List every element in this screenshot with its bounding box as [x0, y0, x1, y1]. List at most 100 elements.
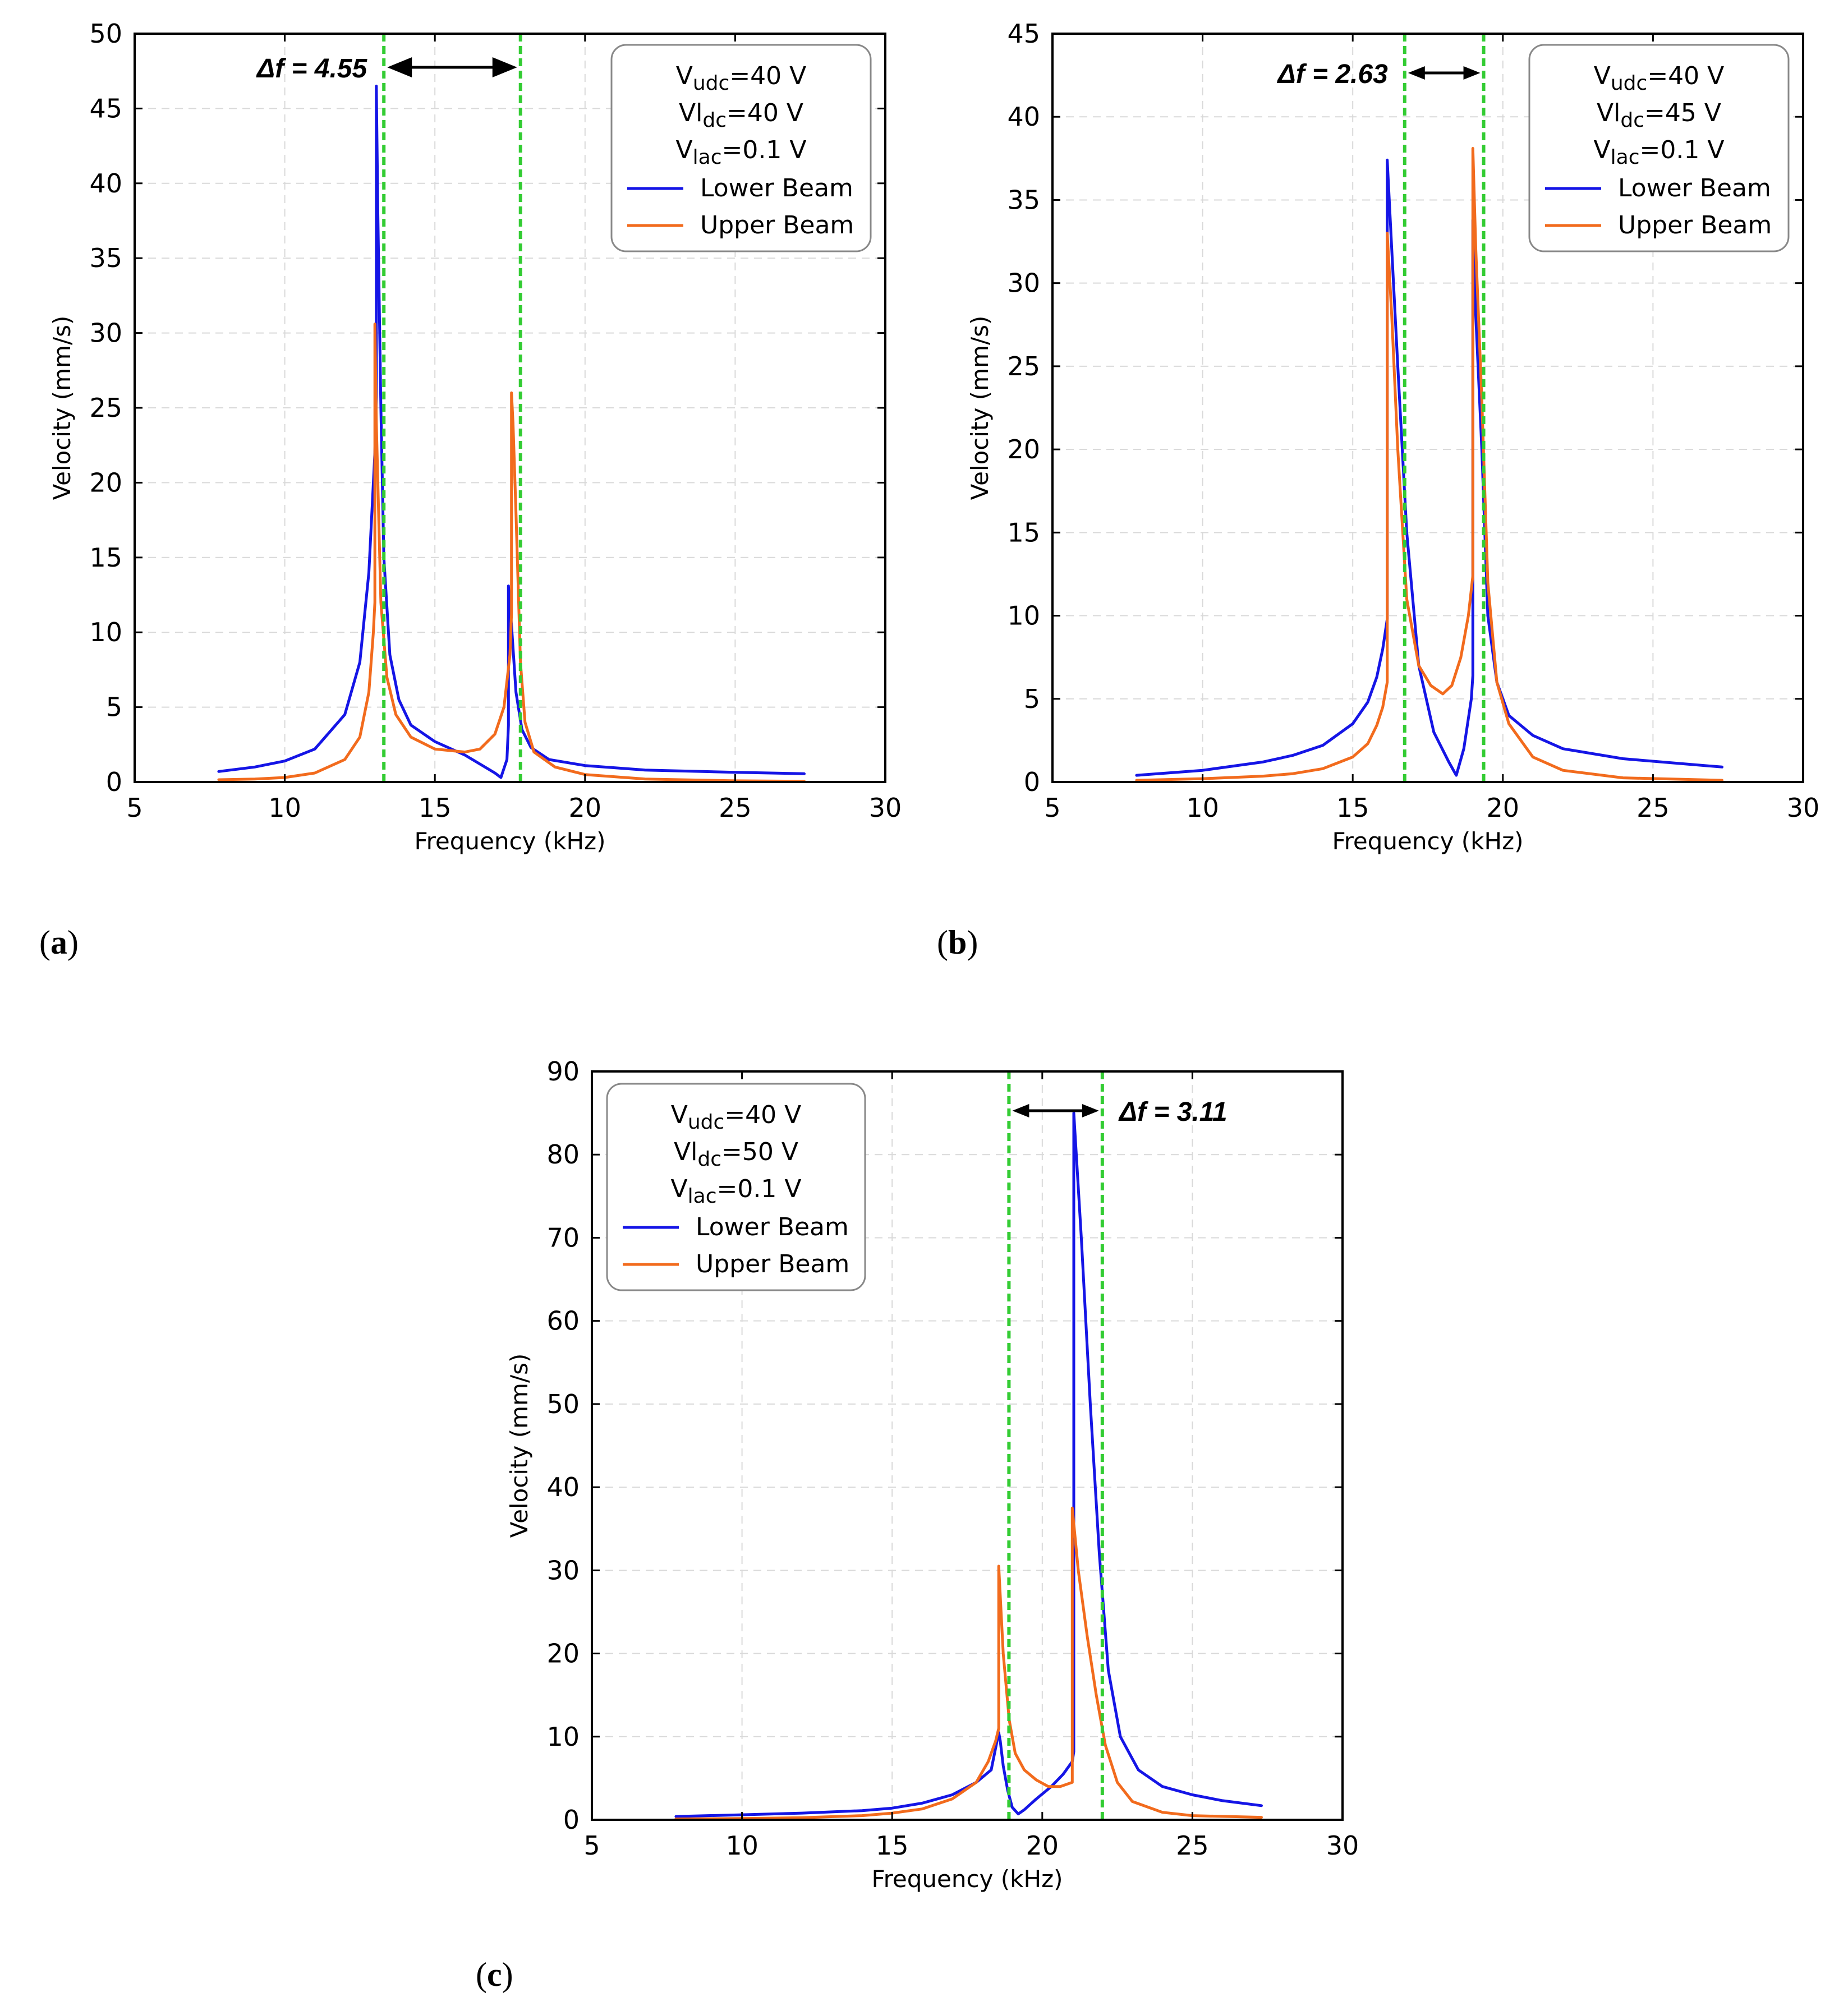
legend-param-value: =40 V — [1647, 62, 1724, 90]
plot-area — [674, 1111, 1263, 1820]
panel-label: (b) — [937, 924, 978, 961]
series-line-upper-beam — [217, 323, 806, 782]
x-axis-title: Frequency (kHz) — [414, 827, 605, 855]
delta-f-label: Δf = 3.11 — [1118, 1097, 1228, 1127]
legend-param: Vlac=0.1 V — [671, 1175, 802, 1208]
panel-label-letter: b — [948, 924, 967, 961]
delta-f-arrow-head-left — [1012, 1104, 1029, 1117]
y-tick-label: 45 — [1007, 19, 1040, 49]
y-tick-label: 25 — [89, 393, 122, 423]
y-tick-label: 20 — [1007, 434, 1040, 464]
y-tick-label: 40 — [1007, 102, 1040, 132]
panel-label-letter: c — [487, 1956, 502, 1993]
y-tick-label: 30 — [546, 1555, 580, 1585]
delta-f-arrow-head-right — [1082, 1104, 1099, 1117]
x-tick-label: 5 — [583, 1830, 600, 1861]
legend-param-sub: dc — [702, 109, 727, 132]
y-tick-label: 15 — [89, 542, 122, 573]
legend-param-main: V — [676, 62, 693, 90]
legend-param-value: =40 V — [729, 62, 806, 90]
legend-param-sub: udc — [1611, 72, 1647, 95]
delta-f-arrow-head-right — [492, 57, 517, 77]
y-tick-label: 5 — [1024, 684, 1040, 714]
legend-param-sub: udc — [688, 1111, 724, 1134]
legend-param-sub: lac — [693, 146, 722, 169]
y-axis-title: Velocity (mm/s) — [48, 316, 76, 500]
series-line-lower-beam — [217, 84, 806, 779]
legend-param: Vudc=40 V — [671, 1101, 802, 1134]
y-tick-label: 5 — [106, 692, 122, 723]
legend-param-value: =40 V — [724, 1101, 801, 1129]
y-tick-label: 35 — [89, 243, 122, 273]
x-tick-label: 20 — [1026, 1830, 1059, 1861]
series-line-upper-beam — [1135, 147, 1723, 782]
panel-b: Δf = 2.635 10 15 20 25 30051015202530354045Fr… — [937, 19, 1819, 961]
delta-f-label: Δf = 4.55 — [256, 54, 368, 84]
y-tick-label: 25 — [1007, 351, 1040, 381]
legend-param-value: =45 V — [1644, 99, 1721, 127]
x-tick-label: 30 — [1787, 793, 1820, 823]
panel-label: (c) — [476, 1956, 513, 1993]
legend-param-sub: lac — [1611, 146, 1640, 169]
legend-param-sub: lac — [688, 1185, 717, 1208]
legend-param-value: =0.1 V — [1640, 136, 1725, 164]
legend-param-main: V — [676, 136, 693, 164]
legend-param-sub: dc — [697, 1148, 721, 1171]
x-tick-label: 10 — [725, 1830, 758, 1861]
legend-box — [1528, 44, 1790, 252]
legend-label-lower-beam: Lower Beam — [1618, 174, 1771, 203]
panel-label-close: ) — [502, 1956, 513, 1993]
y-tick-label: 15 — [1007, 517, 1040, 548]
legend-box — [606, 1083, 866, 1291]
legend-param: Vldc=45 V — [1597, 99, 1721, 132]
delta-f-arrow-head-right — [1463, 66, 1481, 80]
x-tick-label: 30 — [1326, 1830, 1359, 1861]
series-line-lower-beam — [674, 1111, 1263, 1818]
legend-param-value: =40 V — [727, 99, 803, 127]
axes-frame — [1051, 33, 1804, 783]
x-tick-label: 30 — [869, 793, 902, 823]
x-tick-label: 10 — [1186, 793, 1219, 823]
x-tick-label: 15 — [419, 793, 452, 823]
x-tick-label: 20 — [569, 793, 602, 823]
y-tick-label: 20 — [546, 1639, 580, 1669]
x-tick-label: 15 — [876, 1830, 909, 1861]
legend-param-value: =50 V — [721, 1138, 798, 1166]
x-tick-label: 5 — [1044, 793, 1060, 823]
y-tick-label: 30 — [89, 318, 122, 348]
legend-param-value: =0.1 V — [722, 136, 807, 164]
legend-param-value: =0.1 V — [717, 1175, 802, 1203]
legend-box — [610, 44, 872, 252]
y-tick-label: 50 — [546, 1389, 580, 1419]
x-tick-label: 20 — [1487, 793, 1520, 823]
panel-label-close: ) — [67, 924, 79, 961]
panel-label-open: ( — [39, 924, 50, 961]
legend-param: Vldc=40 V — [679, 99, 803, 132]
y-tick-label: 70 — [546, 1222, 580, 1253]
y-tick-label: 20 — [89, 467, 122, 498]
y-tick-label: 10 — [546, 1722, 580, 1752]
panel-c: Δf = 3.11 5 10 15 20 25 30 0 10 20 30 40 50 60 70 80 90 F… — [476, 1056, 1359, 1993]
x-tick-label: 5 — [126, 793, 142, 823]
legend-param-sub: dc — [1620, 109, 1644, 132]
y-tick-label: 0 — [1024, 767, 1040, 797]
panel-label: (a) — [39, 924, 79, 961]
legend-label-lower-beam: Lower Beam — [700, 174, 853, 203]
x-axis-title: Frequency (kHz) — [871, 1865, 1063, 1893]
legend-label-upper-beam: Upper Beam — [700, 211, 854, 240]
axes-frame — [591, 1070, 1344, 1821]
panel-label-open: ( — [476, 1956, 487, 1993]
legend-param-sub: udc — [693, 72, 729, 95]
legend-label-upper-beam: Upper Beam — [1618, 211, 1772, 240]
y-tick-label: 50 — [89, 19, 122, 49]
y-tick-label: 40 — [89, 168, 122, 199]
x-tick-label: 10 — [268, 793, 301, 823]
panel-a: Δf = 4.555 10 15 20 25 3005101520253035404550… — [39, 19, 902, 961]
y-tick-label: 0 — [563, 1805, 580, 1835]
legend-param-main: Vl — [1597, 99, 1620, 127]
y-tick-label: 80 — [546, 1139, 580, 1170]
y-tick-label: 10 — [1007, 601, 1040, 631]
legend-param: Vudc=40 V — [676, 62, 807, 95]
legend-param: Vlac=0.1 V — [1594, 136, 1725, 169]
series-line-upper-beam — [674, 1506, 1263, 1820]
